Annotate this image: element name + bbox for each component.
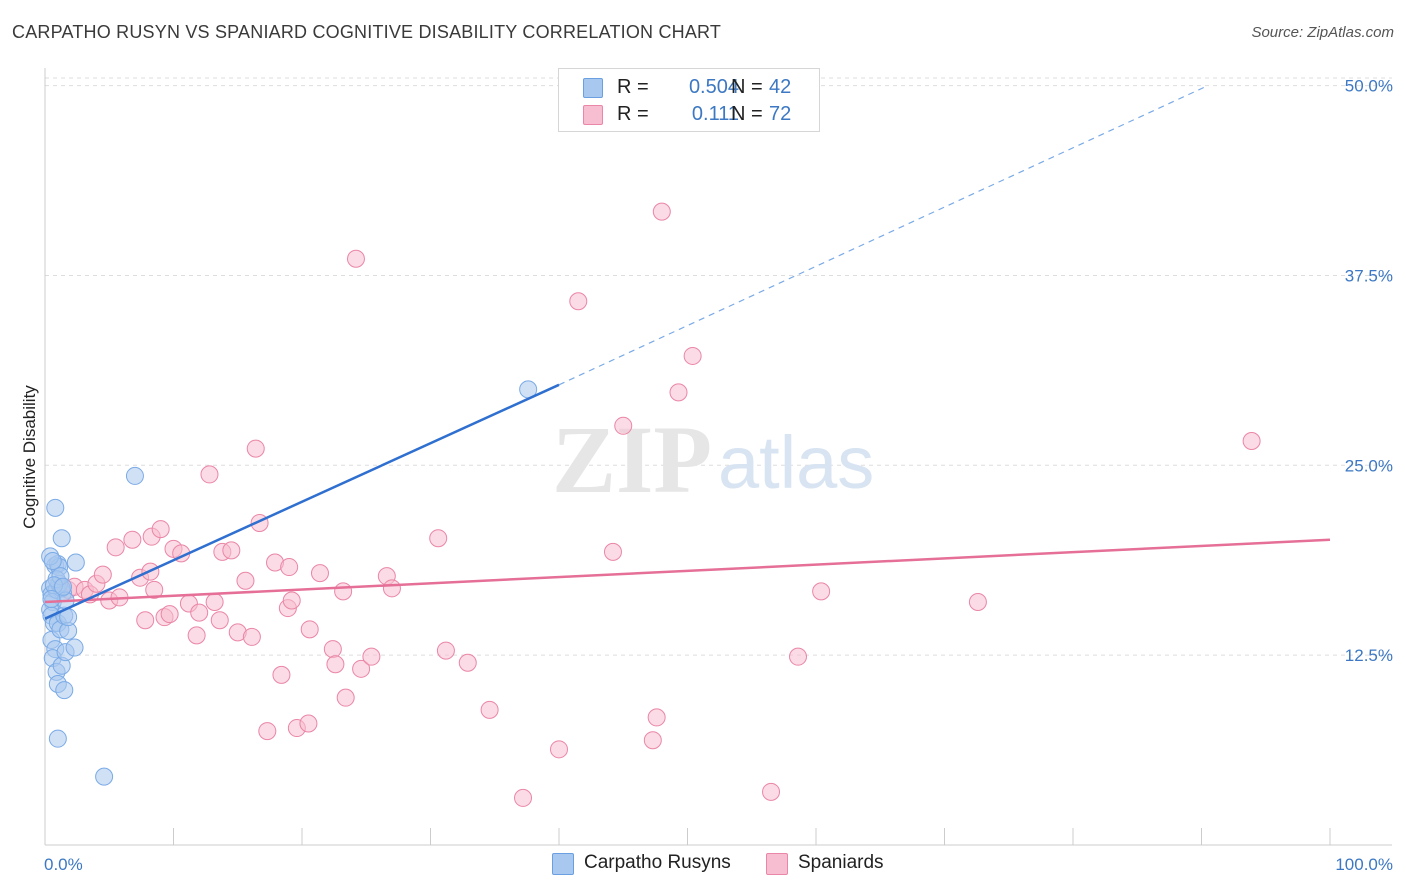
spaniard-point	[282, 591, 301, 610]
carpatho-point	[52, 529, 71, 548]
watermark-zip: ZIP	[552, 406, 712, 513]
carpatho-point	[66, 553, 85, 572]
tick-labels: 12.5% 25.0% 37.5% 50.0% 0.0% 100.0%	[44, 77, 1393, 874]
spaniard-point	[299, 714, 318, 733]
spaniard-point	[258, 722, 277, 741]
spaniard-point	[652, 202, 671, 221]
carpatho-point	[46, 498, 65, 517]
carpatho-trend-extension	[558, 85, 1209, 386]
legend-r-label: R =	[617, 103, 649, 125]
spaniard-point	[436, 641, 455, 660]
y-tick-label: 50.0%	[1345, 77, 1393, 96]
spaniard-point	[93, 565, 112, 584]
spaniard-point	[334, 582, 353, 601]
trend-lines	[44, 85, 1331, 620]
bottom-swatch-blue	[552, 853, 574, 875]
spaniard-point	[429, 529, 448, 548]
spaniard-point	[647, 708, 666, 727]
spaniard-point	[812, 582, 831, 601]
y-tick-label: 25.0%	[1345, 456, 1393, 475]
spaniard-point	[762, 782, 781, 801]
spaniard-point	[480, 700, 499, 719]
legend-n-value: 42	[769, 76, 792, 98]
legend-r-value: 0.504	[688, 76, 739, 98]
y-tick-label: 12.5%	[1345, 646, 1393, 665]
carpatho-point	[43, 551, 62, 570]
carpatho-point	[65, 638, 84, 657]
spaniard-point	[323, 640, 342, 659]
spaniard-point	[151, 520, 170, 539]
spaniard-point	[160, 605, 179, 624]
spaniard-point	[200, 465, 219, 484]
spaniard-point	[280, 558, 299, 577]
spaniard-point	[1242, 431, 1261, 450]
source-credit: Source: ZipAtlas.com	[1251, 24, 1394, 41]
spaniard-point	[362, 647, 381, 666]
carpatho-point	[55, 681, 74, 700]
spaniard-point	[310, 564, 329, 583]
spaniard-point	[300, 620, 319, 639]
chart-title: CARPATHO RUSYN VS SPANIARD COGNITIVE DIS…	[12, 22, 722, 42]
spaniard-point	[106, 538, 125, 557]
spaniard-point	[683, 346, 702, 365]
carpatho-trend-line	[44, 383, 560, 620]
carpatho-point	[48, 729, 67, 748]
spaniard-point	[236, 571, 255, 590]
spaniard-point	[643, 731, 662, 750]
spaniard-point	[352, 659, 371, 678]
legend-swatch-blue	[583, 78, 603, 98]
spaniard-point	[346, 249, 365, 268]
spaniard-point	[246, 439, 265, 458]
carpatho-point	[53, 577, 72, 596]
spaniard-point	[550, 740, 568, 759]
spaniard-point	[458, 653, 477, 672]
carpatho-point	[125, 466, 144, 485]
legend-r-value: 0.111	[691, 103, 739, 125]
carpatho-point	[95, 767, 114, 786]
spaniard-point	[190, 603, 209, 622]
spaniard-point	[336, 688, 355, 707]
data-points	[41, 202, 1261, 807]
spaniard-point	[603, 542, 622, 561]
spaniard-point	[242, 627, 261, 646]
spaniard-point	[669, 383, 688, 402]
legend-swatch-pink	[583, 105, 603, 125]
legend-n-value: 72	[769, 103, 792, 125]
spaniard-point	[614, 416, 633, 435]
axes	[44, 68, 1392, 846]
spaniard-point	[136, 611, 155, 630]
spaniard-point	[187, 626, 206, 645]
spaniard-point	[205, 592, 224, 611]
carpatho-point	[42, 589, 61, 608]
spaniard-point	[272, 665, 291, 684]
bottom-legend-label: Carpatho Rusyns	[584, 852, 731, 873]
spaniard-point	[123, 530, 142, 549]
x-tick-label-max: 100.0%	[1335, 855, 1393, 874]
spaniard-point	[145, 580, 164, 599]
x-tick-label-min: 0.0%	[44, 855, 83, 874]
bottom-legend-label: Spaniards	[798, 852, 884, 873]
correlation-legend: R = 0.504 N = 42 R = 0.111 N = 72	[558, 68, 820, 132]
y-axis-label: Cognitive Disability	[20, 385, 39, 529]
legend-r-label: R =	[617, 76, 649, 98]
spaniard-point	[569, 292, 588, 311]
spaniard-point	[382, 579, 401, 598]
legend-n-label: N =	[731, 103, 763, 125]
spaniard-trend-line	[44, 538, 1331, 604]
spaniard-point	[789, 647, 808, 666]
y-tick-label: 37.5%	[1345, 266, 1393, 285]
bottom-swatch-pink	[766, 853, 788, 875]
spaniard-point	[514, 788, 533, 807]
spaniard-point	[326, 655, 345, 674]
watermark-atlas: atlas	[718, 421, 874, 504]
spaniard-point	[210, 611, 229, 630]
spaniard-point	[968, 592, 987, 611]
spaniard-point	[222, 541, 241, 560]
legend-n-label: N =	[731, 76, 763, 98]
